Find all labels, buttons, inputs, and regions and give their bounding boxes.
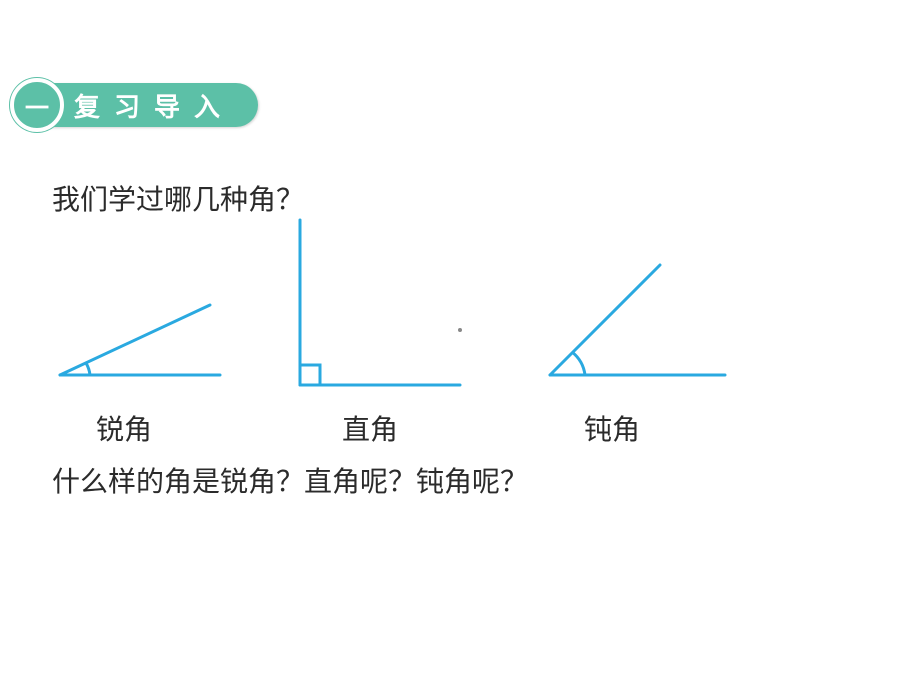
acute-label: 锐角 (96, 408, 152, 448)
badge-pill: 复习导入 (34, 83, 258, 127)
badge-title: 复习导入 (74, 87, 234, 124)
angle-diagrams (0, 225, 920, 405)
obtuse-label: 钝角 (584, 408, 640, 448)
decorative-dot (458, 328, 462, 332)
right-label: 直角 (342, 408, 398, 448)
acute-angle-diagram (40, 235, 240, 395)
question-bottom: 什么样的角是锐角？直角呢？钝角呢？ (52, 460, 528, 500)
badge-number: 一 (25, 88, 49, 123)
obtuse-angle-diagram (490, 235, 730, 395)
badge-circle: 一 (10, 78, 64, 132)
right-angle-diagram (280, 215, 480, 395)
section-badge: 一 复习导入 (10, 78, 258, 132)
question-top: 我们学过哪几种角？ (52, 178, 304, 218)
